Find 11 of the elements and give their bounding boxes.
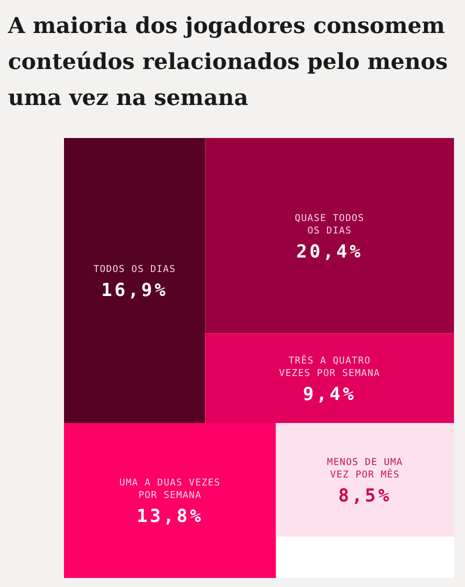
- data-label: 8,5%: [338, 486, 392, 507]
- text: A maioria dos jogadores consomem conteúdos relacionados pelo menos uma vez na semana: [7, 13, 448, 111]
- data-label: 16,9%: [101, 280, 168, 301]
- data-label: 13,8%: [136, 506, 204, 528]
- category-label: TRÊS A QUATRO VEZES POR SEMANA: [279, 354, 380, 379]
- category-label: TODOS OS DIAS: [93, 264, 176, 275]
- category-label: MENOS DE UMA VEZ POR MÊS: [327, 457, 403, 481]
- category-label: UMA A DUAS VEZES POR SEMANA: [119, 478, 221, 502]
- data-label: 20,4%: [296, 241, 363, 262]
- category-label: QUASE TODOS OS DIAS: [294, 212, 364, 236]
- data-label: 9,4%: [302, 384, 356, 405]
